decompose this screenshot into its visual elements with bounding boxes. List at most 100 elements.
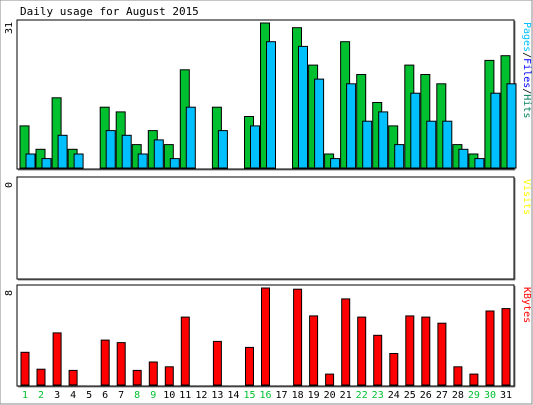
bar-kbytes-day-9 <box>148 361 158 386</box>
bar-files-day-31 <box>506 83 517 169</box>
x-tick-label: 15 <box>243 390 255 401</box>
x-tick-label: 5 <box>86 390 92 401</box>
x-tick-label: 26 <box>420 390 432 401</box>
x-tick-label: 24 <box>388 390 400 401</box>
x-tick-label: 29 <box>468 390 480 401</box>
panel-hits-files: 31 Pages/Files/Hits <box>4 19 532 171</box>
bar-hits-day-10 <box>163 144 174 169</box>
bar-kbytes-day-22 <box>357 316 367 386</box>
bar-files-day-13 <box>217 130 228 169</box>
bar-files-day-3 <box>57 134 68 169</box>
x-tick-label: 21 <box>340 390 352 401</box>
bar-kbytes-day-31 <box>501 308 511 386</box>
x-tick-label: 27 <box>436 390 448 401</box>
bar-kbytes-day-30 <box>485 310 495 386</box>
legend-part: / <box>521 88 532 94</box>
x-tick-label: 16 <box>259 390 271 401</box>
x-tick-label: 13 <box>211 390 223 401</box>
bar-files-day-18 <box>298 45 308 169</box>
bar-files-day-2 <box>41 158 52 169</box>
bar-files-day-27 <box>442 120 453 169</box>
x-tick-label: 28 <box>452 390 464 401</box>
bar-files-day-20 <box>330 158 341 169</box>
x-tick-label: 2 <box>38 390 44 401</box>
bar-kbytes-day-21 <box>341 298 351 386</box>
bar-kbytes-day-7 <box>116 342 126 386</box>
panel-frame <box>16 176 515 280</box>
bar-kbytes-day-23 <box>373 334 383 386</box>
legend-part: Visits <box>521 179 532 215</box>
bar-files-day-9 <box>153 139 164 169</box>
x-tick-label: 22 <box>356 390 368 401</box>
bar-files-day-6 <box>105 130 116 169</box>
bar-files-day-23 <box>378 111 389 169</box>
bar-files-day-25 <box>410 92 421 169</box>
bar-files-day-8 <box>137 153 148 169</box>
panel-legend-label: Pages/Files/Hits <box>521 22 532 118</box>
x-tick-label: 17 <box>275 390 287 401</box>
x-tick-label: 19 <box>308 390 320 401</box>
bar-files-day-11 <box>185 106 196 169</box>
bar-kbytes-day-29 <box>469 373 479 386</box>
bar-hits-day-1 <box>19 125 30 169</box>
bar-files-day-30 <box>490 92 501 169</box>
panel-legend-label: Visits <box>521 179 532 215</box>
bar-files-day-29 <box>474 158 485 169</box>
legend-part: / <box>521 52 532 58</box>
bar-files-day-24 <box>394 144 405 169</box>
bar-files-day-26 <box>426 120 437 169</box>
bar-hits-day-3 <box>51 97 62 169</box>
x-tick-label: 31 <box>500 390 512 401</box>
x-tick-label: 23 <box>372 390 384 401</box>
bar-kbytes-day-20 <box>325 373 335 386</box>
panel-max-label: 0 <box>4 182 15 188</box>
panel-visits: 0 Visits <box>4 176 532 281</box>
bar-files-day-15 <box>250 125 260 169</box>
bar-kbytes-day-3 <box>52 332 62 386</box>
legend-part: Hits <box>521 94 532 118</box>
bar-files-day-19 <box>314 78 325 169</box>
bar-files-day-16 <box>266 41 276 169</box>
x-axis-day-labels: 1 2 3 4 5 6 7 8 9 10 11 12 13 14 15 16 17 18 19 20 21 22 23 24 2… <box>22 390 512 401</box>
x-tick-label: 10 <box>163 390 175 401</box>
bar-kbytes-day-8 <box>132 369 142 386</box>
bar-files-day-22 <box>362 120 373 169</box>
legend-part: Pages <box>521 22 532 52</box>
bar-kbytes-day-1 <box>20 351 30 386</box>
bar-files-day-4 <box>73 153 84 169</box>
bar-files-day-10 <box>169 158 180 169</box>
x-tick-label: 30 <box>484 390 496 401</box>
x-tick-label: 8 <box>134 390 140 401</box>
chart-panels: 31 Pages/Files/Hits 0 Visits 8 KBytes <box>4 19 532 388</box>
bar-kbytes-day-28 <box>453 366 463 386</box>
bar-kbytes-day-11 <box>180 316 190 386</box>
chart-title: Daily usage for August 2015 <box>20 5 199 18</box>
x-tick-label: 4 <box>70 390 76 401</box>
bar-kbytes-day-27 <box>437 322 447 386</box>
bar-kbytes-day-10 <box>164 366 174 386</box>
panel-max-label: 8 <box>4 290 15 296</box>
panel-legend-label: KBytes <box>521 287 532 323</box>
panel-kbytes: 8 KBytes <box>4 284 532 388</box>
x-tick-label: 11 <box>179 390 191 401</box>
x-tick-label: 9 <box>150 390 156 401</box>
legend-part: Files <box>521 58 532 88</box>
bar-kbytes-day-24 <box>389 353 399 386</box>
x-tick-label: 3 <box>54 390 60 401</box>
x-tick-label: 6 <box>102 390 108 401</box>
x-tick-label: 12 <box>195 390 207 401</box>
x-tick-label: 20 <box>324 390 336 401</box>
x-tick-label: 25 <box>404 390 416 401</box>
bar-files-day-7 <box>121 134 132 169</box>
bar-kbytes-day-2 <box>36 368 46 386</box>
legend-part: KBytes <box>521 287 532 323</box>
bar-kbytes-day-13 <box>212 340 222 386</box>
bar-kbytes-day-26 <box>421 316 431 386</box>
x-tick-label: 14 <box>227 390 239 401</box>
x-tick-label: 7 <box>118 390 124 401</box>
bar-kbytes-day-18 <box>293 288 303 386</box>
bar-files-day-28 <box>458 148 469 169</box>
bar-kbytes-day-6 <box>100 339 110 386</box>
bar-kbytes-day-16 <box>261 287 270 386</box>
